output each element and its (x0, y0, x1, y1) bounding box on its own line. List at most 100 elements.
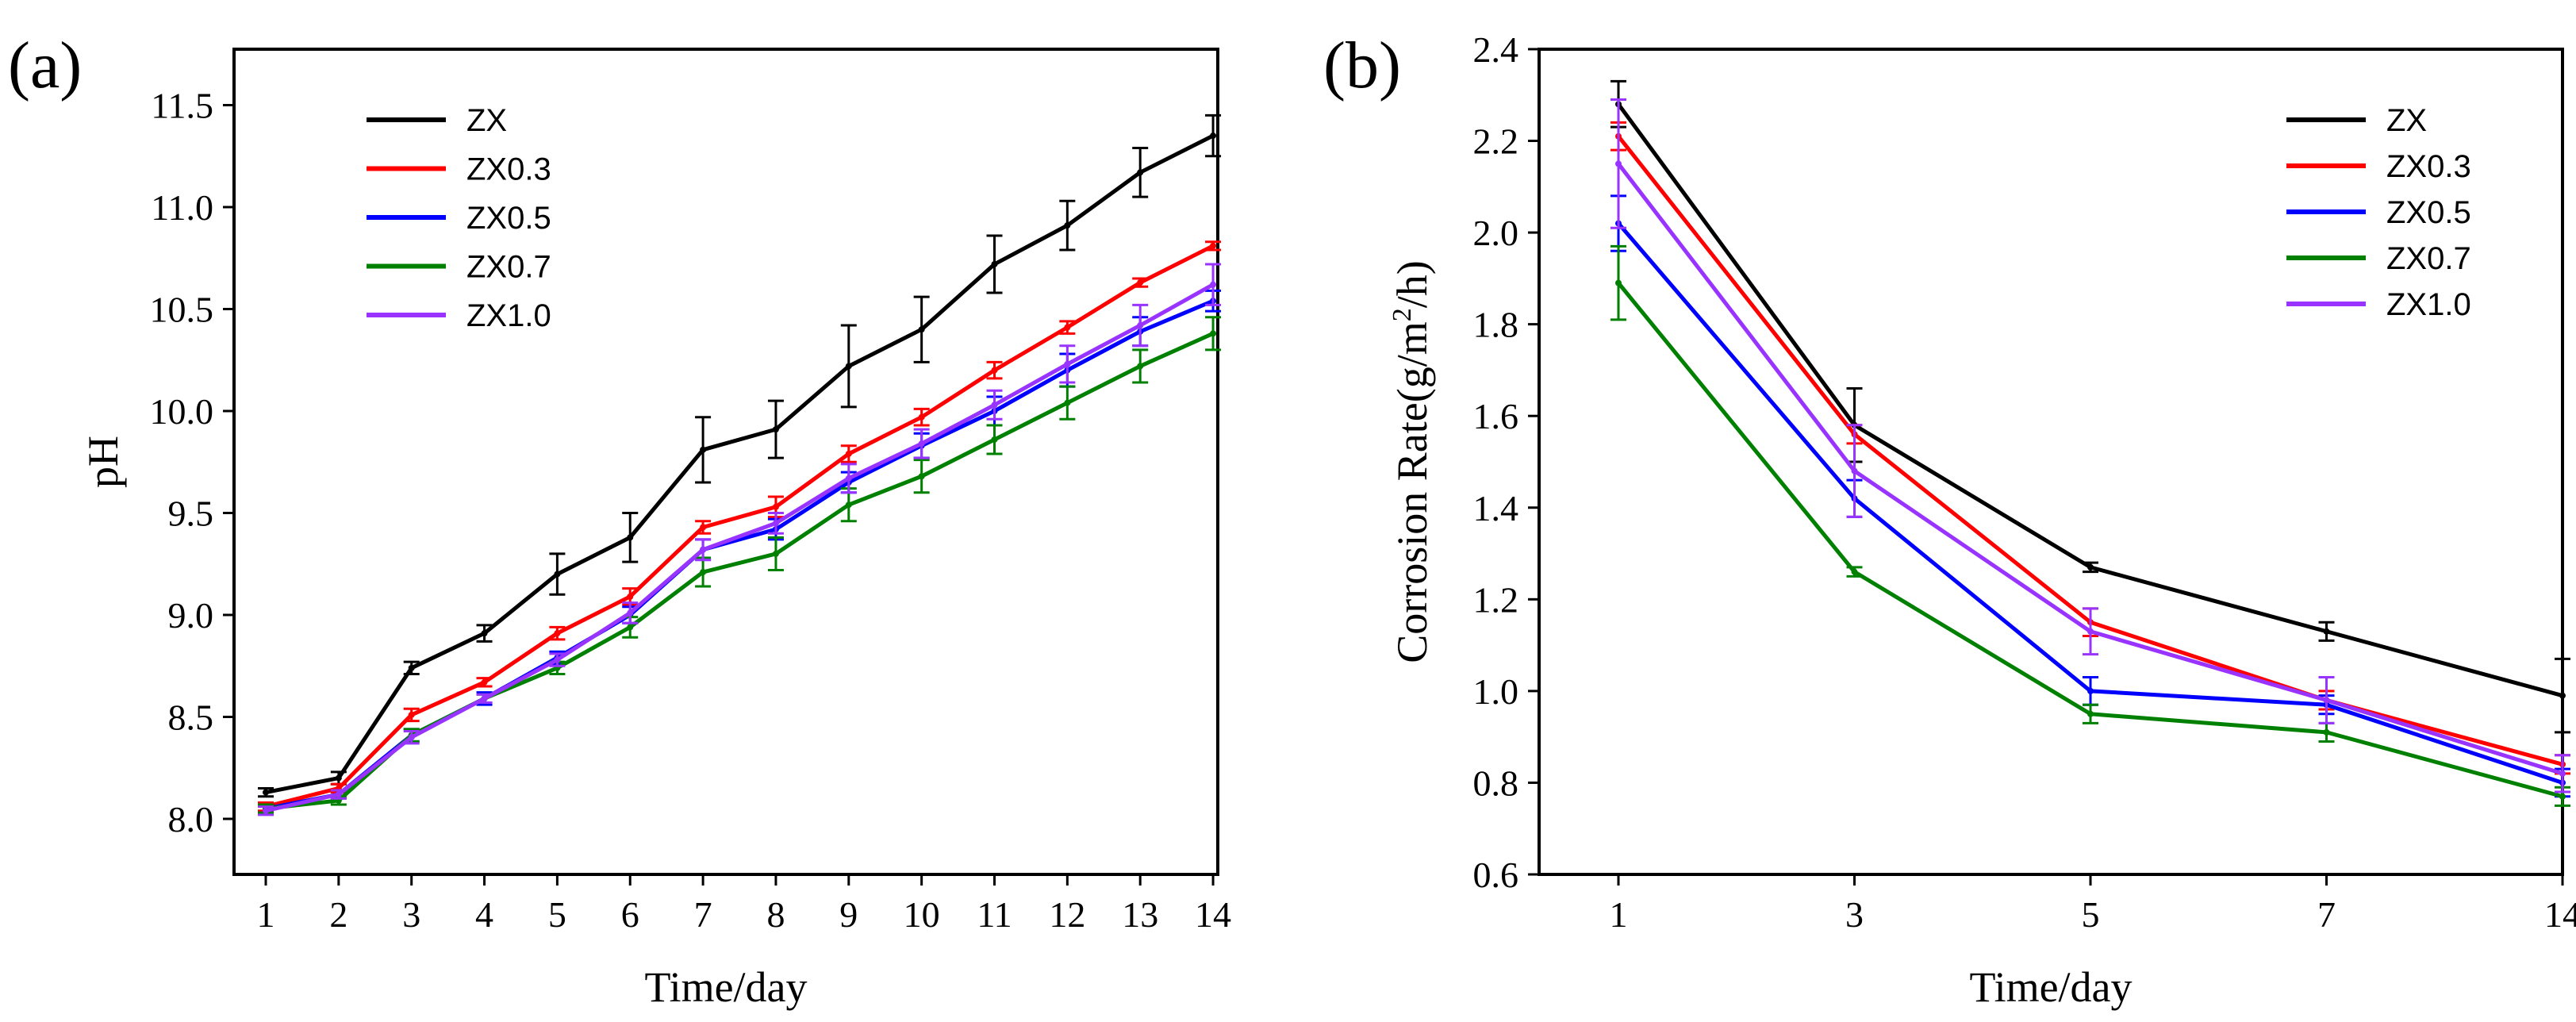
series-zx0-5 (258, 289, 1222, 814)
series-zx0-7 (1610, 244, 2570, 807)
data-point (2559, 770, 2566, 777)
series-a (258, 113, 1222, 816)
x-tick-label: 3 (1845, 894, 1864, 935)
x-tick-label: 2 (329, 894, 347, 935)
data-point (991, 367, 998, 374)
y-tick-label: 2.4 (1473, 29, 1519, 70)
data-point (700, 446, 707, 453)
x-tick-label: 12 (1049, 894, 1085, 935)
x-tick-label: 14 (1195, 894, 1231, 935)
legend-b: ZX ZX0.3 ZX0.5 ZX0.7 ZX1.0 (2286, 103, 2471, 322)
x-tick-label: 7 (2317, 894, 2336, 935)
legend-a: ZX ZX0.3 ZX0.5 ZX0.7 ZX1.0 (367, 103, 551, 333)
data-point (554, 630, 561, 637)
x-axis-title-a: Time/day (644, 963, 807, 1011)
x-tick-label: 10 (904, 894, 940, 935)
y-tick-label: 1.2 (1473, 579, 1519, 620)
data-point (554, 571, 561, 578)
data-point (408, 711, 415, 718)
data-point (1851, 568, 1858, 575)
data-point (1137, 322, 1144, 329)
data-point (335, 791, 342, 798)
panel-label-b: (b) (1323, 29, 1401, 102)
axes-b: 1 3 5 7 14 0.6 0.8 1.0 1.2 1.4 1.6 1.8 2.0 2.2 2.4 (1473, 29, 2576, 935)
data-point (1064, 360, 1071, 367)
data-point (1064, 399, 1071, 406)
data-point (554, 656, 561, 663)
data-point (1210, 133, 1217, 140)
series-zx0-7 (258, 316, 1222, 814)
axes-a: 1 2 3 4 5 6 7 8 9 10 11 12 13 148.08.59.09.510.010.51… (150, 86, 1232, 936)
data-point (2087, 563, 2094, 571)
x-tick-label: 3 (402, 894, 420, 935)
data-point (700, 546, 707, 553)
data-point (408, 734, 415, 741)
y-tick-label: 2.0 (1473, 213, 1519, 253)
data-point (2087, 687, 2094, 694)
x-tick-label: 4 (475, 894, 493, 935)
data-point (408, 664, 415, 671)
plot-frame-a (232, 48, 1219, 876)
chart-ph-panel: (a) 1 2 3 4 5 6 7 8 9 10 11 12 13 148.08.59.09.510.01… (8, 29, 1231, 1011)
series-line (1616, 102, 2563, 698)
data-point (481, 695, 488, 702)
legend-label: ZX (466, 103, 507, 138)
data-point (772, 503, 779, 510)
data-point (1615, 279, 1622, 286)
legend-label: ZX0.3 (466, 152, 551, 187)
series-line (265, 282, 1215, 813)
legend-label: ZX0.7 (2386, 241, 2471, 276)
x-axis-title-b: Time/day (1969, 963, 2132, 1011)
y-tick-label: 8.0 (168, 799, 214, 840)
data-point (700, 569, 707, 576)
y-tick-label: 9.5 (168, 494, 214, 534)
data-point (991, 260, 998, 267)
data-point (772, 550, 779, 557)
plot-frame-b (1538, 48, 2564, 876)
data-point (1137, 169, 1144, 176)
y-tick-label: 10.0 (150, 391, 214, 432)
series-line (1617, 135, 2563, 766)
data-point (845, 363, 852, 370)
data-point (2559, 692, 2566, 699)
x-tick-label: 7 (694, 894, 712, 935)
data-point (1210, 242, 1217, 249)
series-zx0-3 (258, 240, 1222, 813)
data-point (481, 630, 488, 637)
data-point (772, 520, 779, 527)
data-point (918, 413, 925, 421)
legend-label: ZX0.7 (466, 250, 551, 285)
data-point (1064, 222, 1071, 229)
series-zx1-0 (258, 263, 1222, 816)
data-point (2087, 710, 2094, 717)
data-point (845, 450, 852, 457)
legend-label: ZX0.5 (466, 201, 551, 236)
data-point (2087, 628, 2094, 635)
data-point (627, 534, 634, 541)
y-tick-label: 2.2 (1473, 121, 1519, 162)
y-tick-label: 0.8 (1473, 763, 1519, 803)
x-tick-label: 1 (1610, 894, 1628, 935)
data-point (627, 593, 634, 600)
data-point (627, 609, 634, 617)
y-tick-label: 1.0 (1473, 671, 1519, 712)
data-point (2323, 728, 2330, 736)
series-zx1-0 (1610, 98, 2570, 793)
y-tick-label: 1.6 (1473, 396, 1519, 436)
x-tick-label: 8 (766, 894, 785, 935)
data-point (2559, 793, 2566, 800)
y-tick-label: 10.5 (150, 290, 214, 330)
y-axis-title-b-main: Corrosion Rate(g/m (1388, 321, 1436, 663)
y-axis-title-b-sup: 2 (1388, 308, 1417, 321)
data-point (991, 402, 998, 409)
data-point (627, 624, 634, 631)
legend-label: ZX1.0 (2386, 287, 2471, 322)
data-point (1064, 324, 1071, 331)
series-b (1610, 79, 2570, 807)
series-zx (1610, 79, 2570, 734)
legend-label: ZX1.0 (466, 298, 551, 333)
y-axis-title-b-end: /h) (1388, 260, 1436, 308)
x-tick-label: 14 (2544, 894, 2576, 935)
x-tick-label: 11 (977, 894, 1012, 935)
